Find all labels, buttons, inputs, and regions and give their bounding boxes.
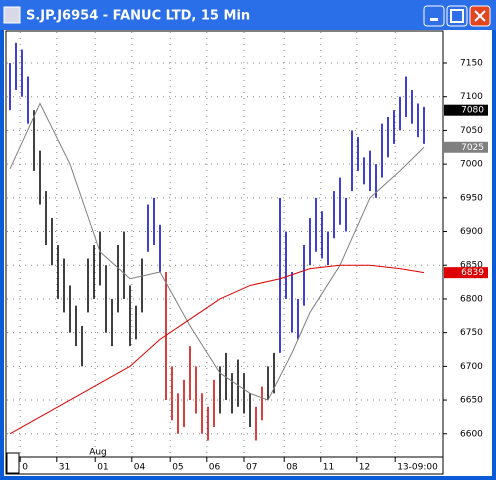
title-bar [0,0,496,30]
y-tick-label: 7050 [460,126,483,136]
x-tick-label: 13-09:00 [397,463,438,473]
x-tick-label: 31 [59,463,70,473]
minimize-button[interactable] [423,5,445,27]
y-tick-label: 6650 [460,396,483,406]
annotation: Aug [89,448,107,458]
x-tick-label: 04 [134,463,146,473]
x-tick-label: 05 [172,463,183,473]
x-tick-label: 07 [246,463,257,473]
plot-layer: 6600 6650 6700 6750 6800 6850 6900 6950 7000 7050… [7,32,488,473]
x-axis-strip [5,456,444,475]
minimize-icon [430,18,438,21]
moving-average [9,264,425,435]
x-tick-label: 06 [209,463,221,473]
y-tick-label: 6750 [460,328,483,338]
scroll-box[interactable] [6,452,20,474]
price-marker [444,267,488,279]
y-tick-label: 6900 [460,227,483,237]
plot-area [5,30,444,458]
close-icon [474,10,486,22]
y-tick-label: 6850 [460,261,483,271]
x-tick-label: 11 [323,463,334,473]
y-tick-label: 6800 [460,294,483,304]
y-tick-label: 7150 [460,59,483,69]
y-tick-label: 6950 [460,193,483,203]
y-tick-label: 6700 [460,362,483,372]
price-marker [444,104,488,116]
app-icon [3,6,21,24]
price-marker-label: 7080 [461,106,484,116]
y-tick-label: 7000 [460,160,483,170]
moving-average [9,102,425,401]
x-tick-label: 01 [97,463,108,473]
x-tick-label: 08 [286,463,298,473]
x-tick-label: 12 [359,463,370,473]
window-title: S.JP.J6954 - FANUC LTD, 15 Min [26,9,250,24]
maximize-icon [450,9,464,23]
price-marker-label: 7025 [461,143,484,153]
price-marker-label: 6839 [461,268,484,278]
y-tick-label: 7100 [460,92,483,102]
y-tick-label: 6600 [460,429,483,439]
x-tick-label: 0 [22,463,28,473]
price-marker [444,141,488,153]
